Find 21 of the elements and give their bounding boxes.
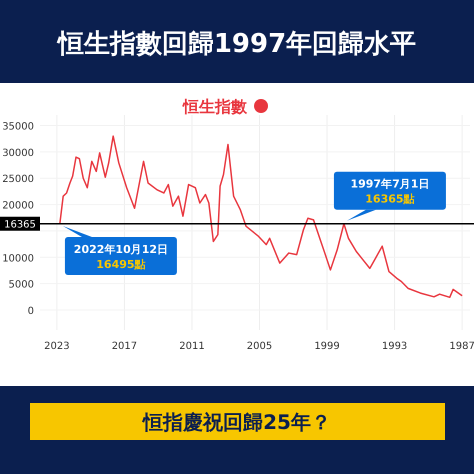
x-tick-label: 2011: [179, 341, 205, 352]
y-tick-label: 35000: [2, 122, 34, 133]
x-tick-label: 1987: [449, 341, 474, 352]
y-tick-label: 5000: [8, 280, 34, 291]
ref-line-label: 16365: [4, 220, 36, 231]
x-tick-label: 2023: [44, 341, 70, 352]
x-tick-label: 1993: [382, 341, 408, 352]
annotation: 2022年10月12日 16495點: [74, 243, 168, 272]
x-tick-label: 2005: [246, 341, 272, 352]
y-tick-label: 0: [28, 306, 34, 317]
y-tick-label: 10000: [2, 253, 34, 264]
x-tick-label: 2017: [112, 341, 138, 352]
legend-label: 恒生指數: [182, 97, 248, 116]
y-tick-label: 25000: [2, 174, 34, 186]
x-tick-label: 1999: [314, 341, 340, 352]
chart-title: 恒生指數回歸1997年回歸水平: [56, 29, 416, 59]
y-tick-label: 20000: [2, 200, 34, 212]
y-tick-label: 30000: [2, 148, 34, 159]
text: 恒指慶祝回歸25年？: [141, 410, 331, 434]
line-series: [59, 135, 463, 298]
annotation: 1997年7月1日 16365點: [350, 178, 430, 206]
